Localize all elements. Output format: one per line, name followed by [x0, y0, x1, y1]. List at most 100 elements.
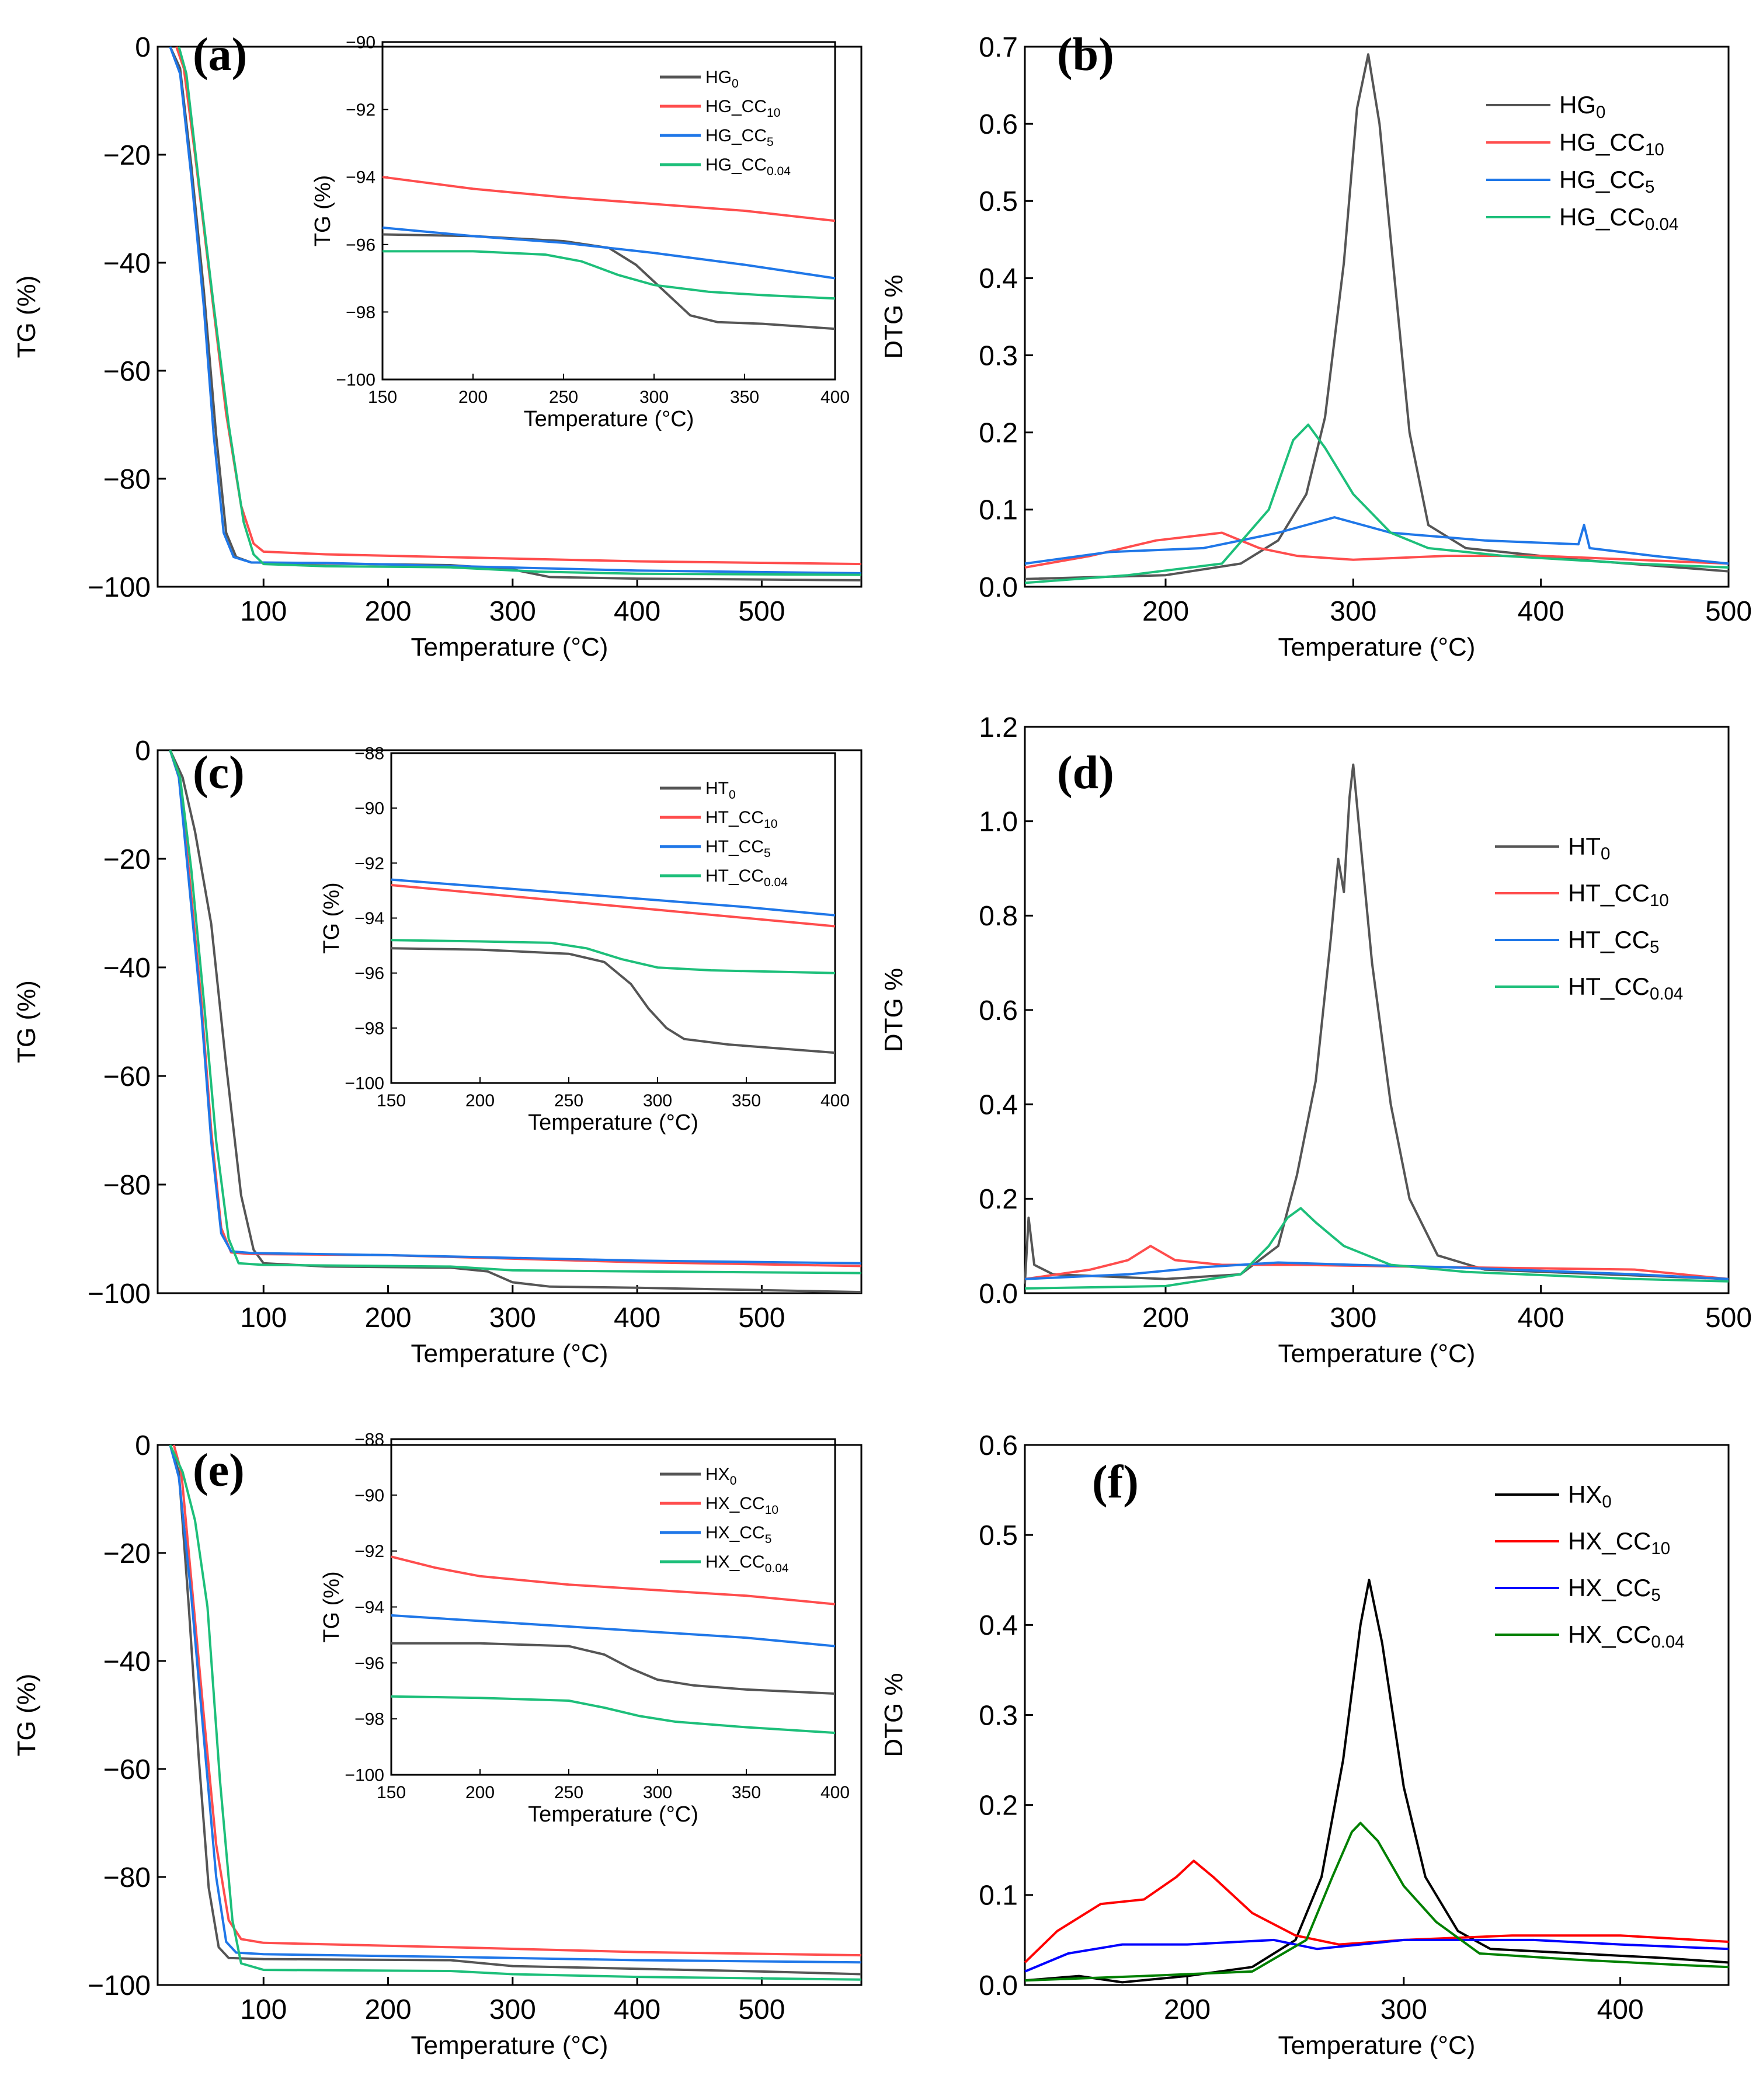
series-line-hx-cc-10	[172, 1444, 862, 1957]
inset-series-line-ht-cc-5	[391, 878, 836, 917]
panel-label: (b)	[1057, 29, 1114, 81]
legend-label: HG_CC5	[1559, 166, 1654, 197]
x-axis-title: Temperature (°C)	[1278, 633, 1476, 661]
x-tick-label: 300	[489, 1994, 536, 2025]
inset-x-tick-label: 250	[554, 1091, 583, 1110]
y-tick-label: 0.6	[979, 995, 1018, 1026]
inset-y-tick-label: −96	[346, 235, 375, 255]
inset-x-tick-label: 400	[820, 1783, 850, 1802]
series-line-hg-cc-10	[1024, 531, 1729, 569]
inset-x-tick-label: 350	[732, 1783, 761, 1802]
series-line-hx-cc-5	[1024, 1938, 1729, 1973]
inset-chart: 150 200 250 300 350 400 −100 −98 −96 −94 −92 −90 −88…	[319, 1430, 850, 1827]
series-line-hg-cc-0.04	[178, 46, 862, 576]
y-tick-label: 0.3	[979, 1700, 1018, 1731]
y-tick-label: 0.4	[979, 1610, 1018, 1641]
legend-label: HX_CC0.04	[1568, 1621, 1685, 1652]
inset-y-tick-label: −88	[354, 1430, 384, 1450]
inset-legend-label: HT_CC0.04	[705, 866, 788, 889]
inset-y-tick-label: −96	[354, 1654, 384, 1673]
x-tick-label: 300	[489, 596, 536, 627]
panel-label: (a)	[193, 29, 247, 81]
inset-x-tick-label: 300	[643, 1783, 672, 1802]
series-line-hx-cc-0.04	[169, 1444, 862, 1981]
legend-label: HT_CC10	[1568, 879, 1669, 910]
inset-x-tick-label: 400	[820, 388, 850, 407]
inset-y-tick-label: −92	[354, 854, 384, 873]
inset-series-line-ht-cc-0.04	[391, 939, 836, 974]
x-tick-label: 400	[1518, 1303, 1564, 1333]
y-tick-label: −20	[103, 844, 151, 875]
x-tick-label: 500	[738, 596, 785, 627]
y-tick-label: 0.6	[979, 109, 1018, 140]
x-tick-label: 500	[1705, 596, 1752, 627]
series-line-ht-0	[1024, 763, 1729, 1284]
inset-x-axis-title: Temperature (°C)	[524, 407, 694, 431]
y-tick-label: −80	[103, 464, 151, 495]
y-tick-label: −40	[103, 1646, 151, 1677]
panel-a: 100 200 300 400 500 −100 −80 −60 −40 −20 0 Temperat…	[12, 29, 863, 661]
panel-c: 100 200 300 400 500 −100 −80 −60 −40 −20 0 Temperat…	[12, 736, 863, 1368]
inset-x-tick-label: 150	[368, 388, 397, 407]
x-tick-label: 400	[614, 1303, 660, 1333]
inset-series-line-ht-cc-10	[391, 884, 836, 928]
y-tick-label: 0.4	[979, 1089, 1018, 1120]
inset-x-tick-label: 250	[549, 388, 578, 407]
inset-x-tick-label: 250	[554, 1783, 583, 1802]
x-tick-label: 200	[365, 596, 412, 627]
plot-frame	[157, 46, 863, 588]
inset-plot-frame	[381, 41, 836, 381]
legend-label: HX_CC10	[1568, 1527, 1670, 1558]
y-tick-label: −100	[88, 1279, 151, 1310]
y-axis-title: DTG %	[879, 1673, 908, 1757]
y-tick-label: 0.3	[979, 340, 1018, 371]
inset-legend-label: HT_CC5	[705, 837, 771, 860]
series-line-hg-cc-5	[169, 46, 862, 574]
y-tick-label: 0.0	[979, 572, 1018, 603]
legend-label: HT_CC5	[1568, 926, 1659, 957]
inset-legend-label: HG_CC5	[705, 126, 774, 149]
y-tick-label: 0.0	[979, 1970, 1018, 2001]
legend-label: HT0	[1568, 833, 1610, 863]
y-axis-title: TG (%)	[12, 980, 41, 1063]
inset-y-tick-label: −94	[354, 1598, 384, 1617]
inset-x-axis-title: Temperature (°C)	[528, 1802, 698, 1827]
inset-legend-label: HT0	[705, 779, 736, 802]
inset-series-line-hg-cc-0.04	[382, 250, 836, 300]
x-tick-label: 100	[240, 596, 287, 627]
y-axis-title: DTG %	[879, 968, 908, 1052]
series-line-hx-cc-5	[169, 1444, 862, 1964]
inset-legend-label: HG_CC10	[705, 97, 780, 120]
inset-y-axis-title: TG (%)	[319, 1571, 344, 1642]
x-tick-label: 200	[1164, 1994, 1211, 2025]
y-tick-label: 0.2	[979, 418, 1018, 449]
x-tick-label: 200	[365, 1303, 412, 1333]
inset-legend-label: HG0	[705, 68, 739, 90]
inset-y-tick-label: −92	[354, 1542, 384, 1561]
x-tick-label: 100	[240, 1994, 287, 2025]
inset-x-tick-label: 300	[639, 388, 669, 407]
x-axis-title: Temperature (°C)	[411, 1339, 608, 1368]
inset-legend-label: HX_CC0.04	[705, 1552, 789, 1575]
panel-b: 200 300 400 500 0.0 0.1 0.2 0.3 0.4 0.5 0.6 0.7 Temp…	[879, 29, 1752, 661]
y-tick-label: 0	[135, 736, 151, 767]
x-axis-title: Temperature (°C)	[1278, 1339, 1476, 1368]
inset-series-line-hx-cc-5	[391, 1614, 836, 1648]
x-tick-label: 200	[1142, 596, 1189, 627]
x-tick-label: 400	[614, 1994, 660, 2025]
series-line-hx-cc-0.04	[1024, 1822, 1729, 1982]
inset-y-tick-label: −98	[354, 1710, 384, 1729]
inset-x-tick-label: 200	[465, 1091, 495, 1110]
y-tick-label: 1.0	[979, 806, 1018, 837]
y-tick-label: 0.5	[979, 186, 1018, 217]
inset-y-tick-label: −90	[354, 1486, 384, 1505]
x-tick-label: 300	[1330, 1303, 1376, 1333]
inset-x-tick-label: 350	[730, 388, 759, 407]
y-tick-label: 0	[135, 1430, 151, 1461]
x-tick-label: 400	[1518, 596, 1564, 627]
panel-d: 200 300 400 500 0.0 0.2 0.4 0.6 0.8 1.0 1.2 Tempera…	[879, 712, 1752, 1368]
inset-y-tick-label: −94	[346, 168, 375, 187]
y-axis-title: TG (%)	[12, 1674, 41, 1757]
plot-frame	[157, 749, 863, 1294]
